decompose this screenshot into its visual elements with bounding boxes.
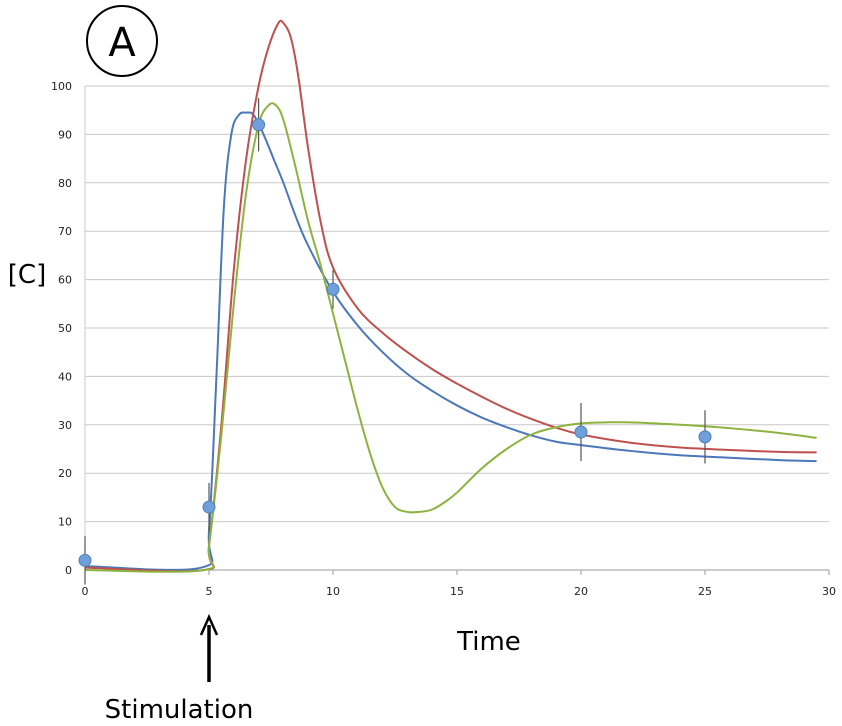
stimulation-label: Stimulation [105,695,254,725]
data-points [78,98,712,585]
y-tick-label: 70 [58,225,72,238]
y-tick-label: 60 [58,274,72,287]
data-point [698,430,712,444]
y-tick-label: 90 [58,128,72,141]
y-axis-title: [C] [8,260,46,290]
series-line-red-curve [84,19,817,573]
series-line-blue-curve [84,111,817,571]
data-point [202,500,216,514]
data-point [78,553,92,567]
y-tick-label: 30 [58,419,72,432]
x-tick-label: 30 [822,585,836,598]
x-tick-label: 5 [206,585,213,598]
series-line-green-curve [84,102,817,573]
data-point [326,282,340,296]
y-tick-label: 80 [58,177,72,190]
x-tick-labels: 0 5 10 15 20 25 30 [82,570,836,598]
data-point [252,118,266,132]
y-tick-label: 10 [58,516,72,529]
x-tick-label: 10 [326,585,340,598]
x-tick-label: 15 [450,585,464,598]
data-point [574,425,588,439]
y-tick-label: 20 [58,467,72,480]
stimulation-arrow-head [199,613,219,636]
x-tick-label: 0 [82,585,89,598]
series-lines [84,19,817,573]
y-tick-label: 0 [65,564,72,577]
gridlines [84,85,829,571]
y-tick-label: 100 [51,80,72,93]
y-tick-label: 50 [58,322,72,335]
x-axis-title: Time [456,627,521,657]
stimulation-annotation: Stimulation [105,613,254,725]
x-tick-label: 25 [698,585,712,598]
panel-label: A [86,5,158,77]
y-tick-label: 40 [58,370,72,383]
y-tick-labels: 0 10 20 30 40 50 60 70 80 90 100 [51,80,72,577]
panel-label-text: A [108,20,136,66]
panel-label-circle [86,5,158,77]
x-tick-label: 20 [574,585,588,598]
